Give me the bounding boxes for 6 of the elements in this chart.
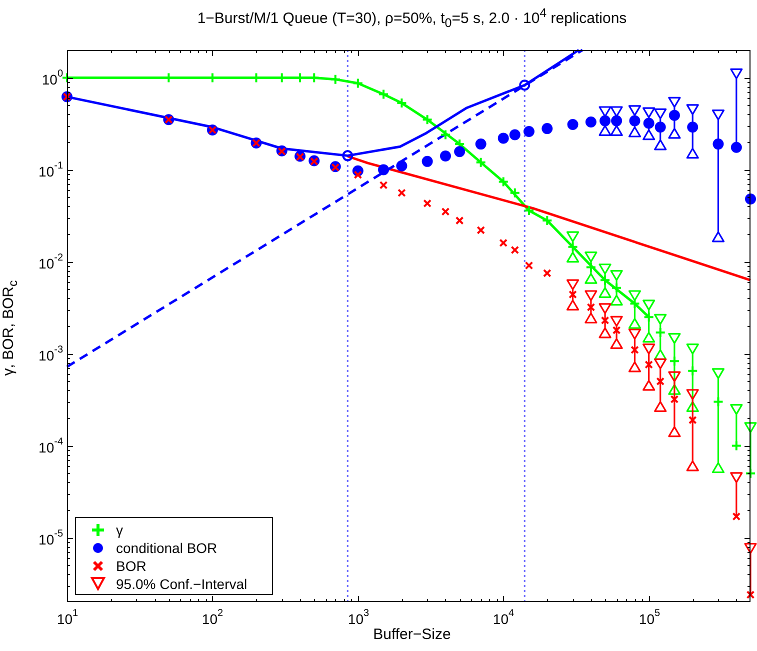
legend-label: BOR (116, 558, 146, 574)
chart-title: 1−Burst/M/1 Queue (T=30), ρ=50%, t$_{0}$=5 s, 2.0 · 10$^{4}$ replications (196, 6, 628, 30)
annotation: 95.0% Conf.−Interval (116, 576, 248, 592)
x-axis-title: Buffer−Size (372, 626, 452, 643)
legend-label: conditional BOR (116, 540, 218, 556)
legend-label: γ (116, 522, 123, 538)
